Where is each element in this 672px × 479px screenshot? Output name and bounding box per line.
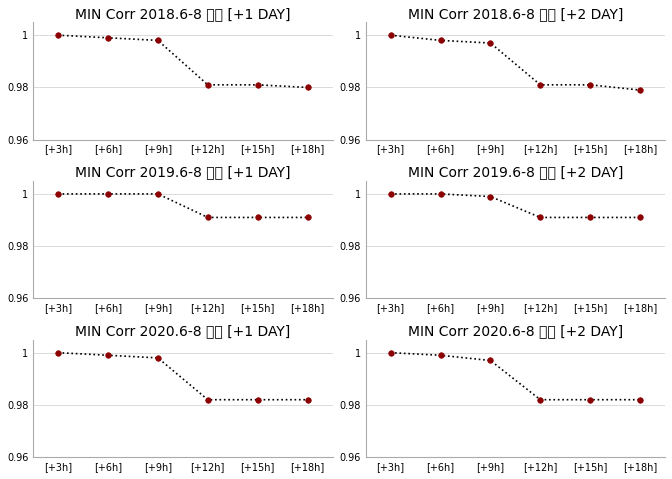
Title: MIN Corr 2019.6-8 평균 [+2 DAY]: MIN Corr 2019.6-8 평균 [+2 DAY]: [408, 166, 623, 180]
Title: MIN Corr 2020.6-8 평균 [+1 DAY]: MIN Corr 2020.6-8 평균 [+1 DAY]: [75, 324, 290, 339]
Title: MIN Corr 2018.6-8 평균 [+1 DAY]: MIN Corr 2018.6-8 평균 [+1 DAY]: [75, 7, 290, 21]
Title: MIN Corr 2020.6-8 평균 [+2 DAY]: MIN Corr 2020.6-8 평균 [+2 DAY]: [408, 324, 623, 339]
Title: MIN Corr 2019.6-8 평균 [+1 DAY]: MIN Corr 2019.6-8 평균 [+1 DAY]: [75, 166, 290, 180]
Title: MIN Corr 2018.6-8 평균 [+2 DAY]: MIN Corr 2018.6-8 평균 [+2 DAY]: [408, 7, 623, 21]
